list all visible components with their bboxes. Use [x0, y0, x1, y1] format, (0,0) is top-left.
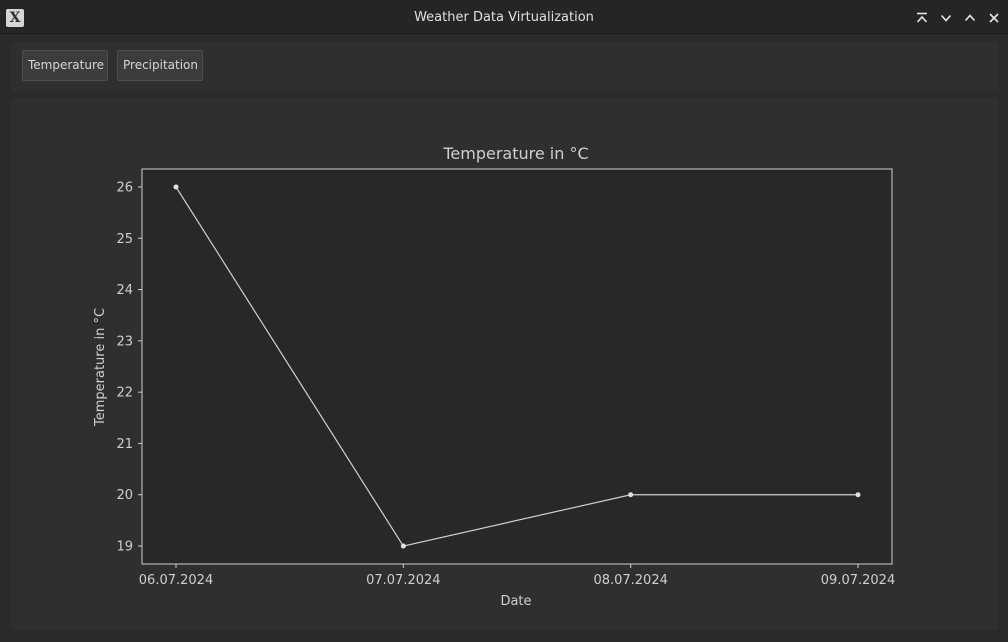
data-point [628, 492, 634, 498]
close-icon[interactable] [986, 10, 1002, 26]
x-axis-ticks: 06.07.2024 07.07.2024 08.07.2024 09.07.2024 [139, 564, 895, 588]
plot-panel: Temperature in °C 19 20 21 22 23 24 25 26 06.07… [11, 97, 999, 630]
x-tick-label: 06.07.2024 [139, 573, 213, 588]
precipitation-button[interactable]: Precipitation [117, 50, 203, 81]
toolbar: Temperature Precipitation [11, 41, 999, 91]
y-tick-label: 20 [116, 488, 133, 503]
chart-title: Temperature in °C [442, 144, 588, 163]
app-icon[interactable]: X [6, 9, 24, 27]
x-tick-label: 08.07.2024 [593, 573, 667, 588]
x-tick-label: 09.07.2024 [821, 573, 895, 588]
keep-above-icon[interactable] [914, 10, 930, 26]
y-axis-ticks: 19 20 21 22 23 24 25 26 [116, 180, 142, 555]
data-point [855, 492, 861, 498]
x-axis-label: Date [500, 594, 531, 609]
y-tick-label: 23 [116, 334, 133, 349]
y-tick-label: 26 [116, 180, 133, 195]
minimize-icon[interactable] [938, 10, 954, 26]
data-point [400, 543, 406, 549]
y-tick-label: 19 [116, 540, 133, 555]
y-axis-label: Temperature in °C [93, 308, 108, 427]
y-tick-label: 24 [116, 283, 133, 298]
maximize-icon[interactable] [962, 10, 978, 26]
y-tick-label: 21 [116, 437, 133, 452]
y-tick-label: 25 [116, 232, 133, 247]
title-bar[interactable]: X Weather Data Virtualization [0, 0, 1008, 34]
window-controls [914, 10, 1002, 26]
x-tick-label: 07.07.2024 [366, 573, 440, 588]
data-markers [173, 184, 861, 549]
plot-area [141, 168, 893, 565]
temperature-series-line [175, 186, 858, 547]
window-title: Weather Data Virtualization [414, 10, 594, 25]
y-tick-label: 22 [116, 386, 133, 401]
temperature-button[interactable]: Temperature [22, 50, 108, 81]
temperature-chart: Temperature in °C 19 20 21 22 23 24 25 26 06.07… [93, 144, 895, 609]
data-point [173, 184, 179, 190]
